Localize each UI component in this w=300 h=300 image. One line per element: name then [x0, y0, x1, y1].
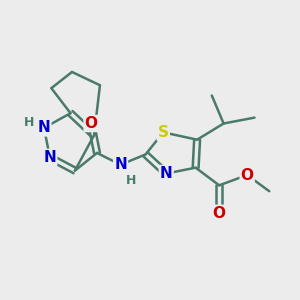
Text: O: O	[85, 116, 98, 131]
Text: N: N	[114, 157, 127, 172]
Text: O: O	[213, 206, 226, 221]
Text: N: N	[160, 166, 172, 181]
Text: O: O	[241, 167, 254, 182]
Text: H: H	[126, 174, 136, 188]
Text: N: N	[44, 150, 56, 165]
Text: S: S	[158, 125, 169, 140]
Text: N: N	[38, 120, 50, 135]
Text: H: H	[24, 116, 34, 128]
